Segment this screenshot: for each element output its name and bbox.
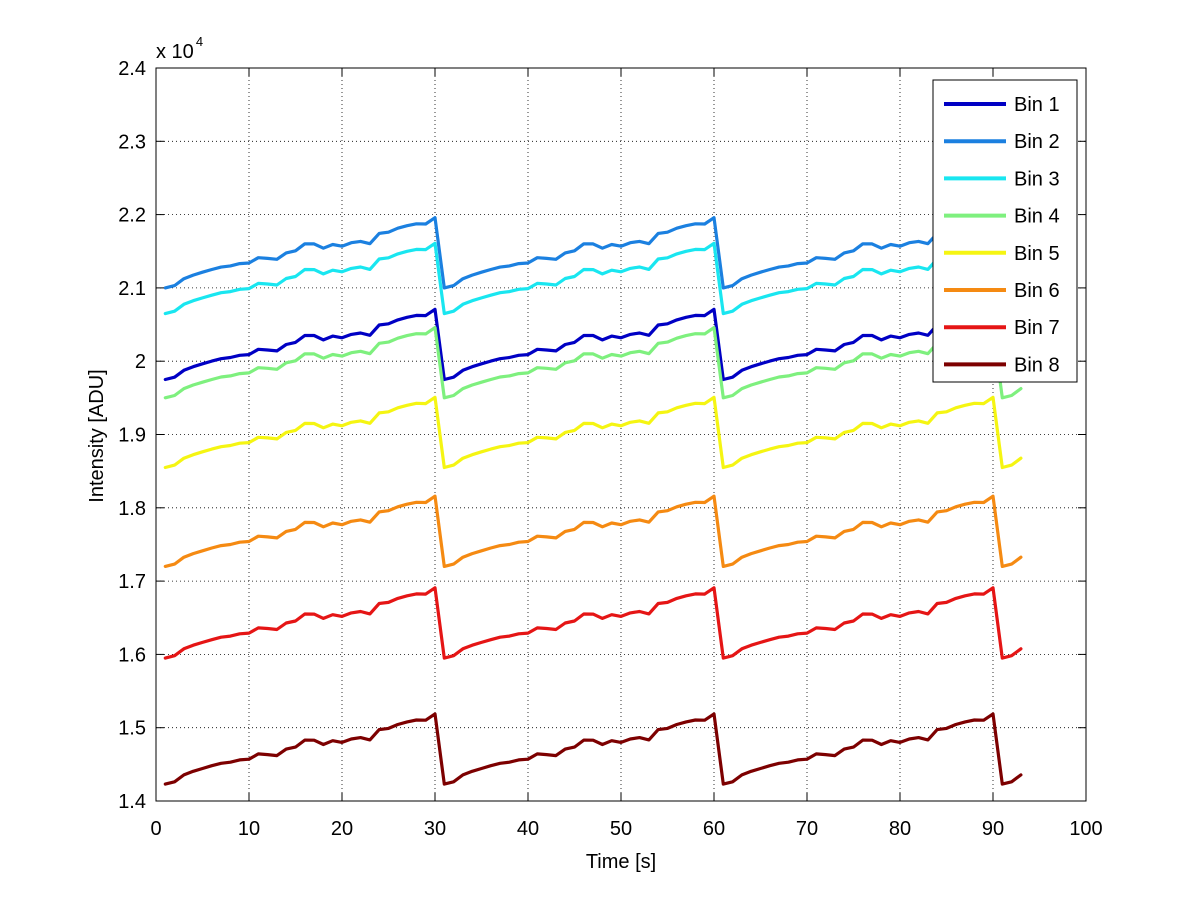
y-exponent-label: x 10 4 xyxy=(156,34,203,63)
x-tick-labels: 0 10 20 30 40 50 60 70 80 90 100 xyxy=(150,818,1102,840)
y-tick-labels: 1.4 1.5 1.6 1.7 1.8 1.9 2 2.1 2.2 2.3 2.4 xyxy=(118,58,146,813)
y-tick-label: 1.7 xyxy=(118,571,146,593)
series-line-bin-1 xyxy=(163,307,1023,382)
legend: Bin 1 Bin 2 Bin 3 Bin 4 Bin 5 Bin 6 Bin 7 Bin 8 xyxy=(932,79,1078,383)
legend-label-bin-7: Bin 7 xyxy=(1014,317,1060,339)
y-tick-label: 2.1 xyxy=(118,278,146,300)
x-tick-label: 100 xyxy=(1069,818,1102,840)
x-tick-label: 20 xyxy=(331,818,353,840)
legend-label-bin-4: Bin 4 xyxy=(1014,206,1060,228)
x-tick-label: 90 xyxy=(982,818,1004,840)
x-axis-label: Time [s] xyxy=(586,851,656,873)
y-tick-label: 2.4 xyxy=(118,58,146,80)
series-line-bin-7 xyxy=(163,586,1023,660)
y-tick-label: 2.2 xyxy=(118,205,146,227)
legend-box xyxy=(932,79,1078,383)
series-layer xyxy=(163,216,1023,786)
series-line-bin-6 xyxy=(163,494,1023,569)
grid xyxy=(156,68,1086,801)
legend-label-bin-3: Bin 3 xyxy=(1014,168,1060,190)
legend-label-bin-2: Bin 2 xyxy=(1014,131,1060,153)
y-exponent-base: x 10 xyxy=(156,41,194,63)
legend-label-bin-8: Bin 8 xyxy=(1014,354,1060,376)
y-tick-label: 1.8 xyxy=(118,498,146,520)
tick-marks xyxy=(155,67,1087,802)
series-line-bin-3 xyxy=(163,241,1023,316)
y-exponent-power: 4 xyxy=(196,34,203,49)
x-tick-label: 0 xyxy=(150,818,161,840)
y-tick-label: 2.3 xyxy=(118,131,146,153)
y-axis-label: Intensity [ADU] xyxy=(86,369,108,502)
y-tick-label: 1.6 xyxy=(118,644,146,666)
legend-label-bin-5: Bin 5 xyxy=(1014,243,1060,265)
x-tick-label: 70 xyxy=(796,818,818,840)
legend-label-bin-6: Bin 6 xyxy=(1014,280,1060,302)
legend-label-bin-1: Bin 1 xyxy=(1014,94,1060,116)
y-tick-label: 2 xyxy=(135,351,146,373)
x-tick-label: 60 xyxy=(703,818,725,840)
y-tick-label: 1.4 xyxy=(118,791,146,813)
x-tick-label: 80 xyxy=(889,818,911,840)
legend-items: Bin 1 Bin 2 Bin 3 Bin 4 Bin 5 Bin 6 Bin 7 Bin 8 xyxy=(944,94,1060,376)
x-tick-label: 40 xyxy=(517,818,539,840)
y-tick-label: 1.5 xyxy=(118,718,146,740)
y-tick-label: 1.9 xyxy=(118,425,146,447)
series-line-bin-8 xyxy=(163,712,1023,786)
x-tick-label: 30 xyxy=(424,818,446,840)
series-line-bin-2 xyxy=(163,216,1023,290)
series-line-bin-5 xyxy=(163,395,1023,470)
x-tick-label: 10 xyxy=(238,818,260,840)
series-line-bin-4 xyxy=(163,326,1023,400)
x-tick-label: 50 xyxy=(610,818,632,840)
